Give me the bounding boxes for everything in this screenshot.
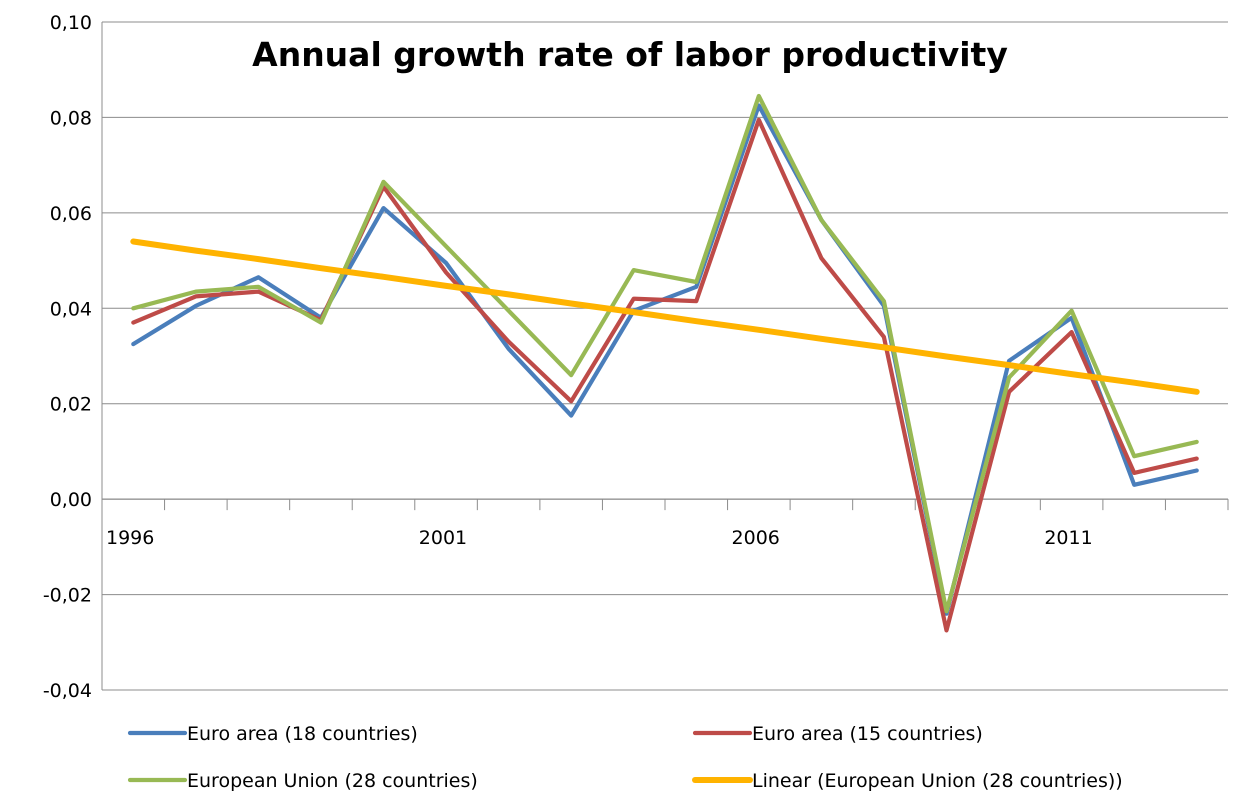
y-tick-label: 0,02	[50, 394, 92, 416]
chart-title: Annual growth rate of labor productivity	[252, 35, 1008, 74]
series-line-linear-european-union-28-countries	[130, 238, 1200, 395]
series-line-euro-area-15-countries	[131, 117, 1199, 633]
legend: Euro area (18 countries) Euro area (15 co…	[127, 723, 1123, 792]
legend-label: European Union (28 countries)	[187, 770, 478, 792]
y-tick-label: -0,04	[43, 680, 92, 702]
x-tick-label: 2001	[419, 527, 467, 549]
y-tick-label: -0,02	[43, 585, 92, 607]
y-tick-label: 0,06	[50, 203, 92, 225]
x-tick-label: 2006	[732, 527, 780, 549]
legend-label: Linear (European Union (28 countries))	[752, 770, 1123, 792]
series-line-european-union-28-countries	[131, 93, 1199, 614]
x-tick-label: 2011	[1044, 527, 1092, 549]
y-tick-label: 0,04	[50, 298, 92, 320]
y-axis-tick-labels: 0,10 0,08 0,06 0,04 0,02 0,00 -0,02 -0,04	[43, 12, 92, 702]
series-lines	[130, 93, 1200, 633]
series-line-euro-area-18-countries	[131, 103, 1199, 616]
grid-lines	[101, 21, 1228, 691]
legend-label: Euro area (18 countries)	[187, 723, 418, 745]
y-tick-label: 0,10	[50, 12, 92, 34]
legend-label: Euro area (15 countries)	[752, 723, 983, 745]
y-tick-label: 0,00	[50, 489, 92, 511]
x-axis: 1996 2001 2006 2011	[101, 498, 1229, 549]
y-tick-label: 0,08	[50, 107, 92, 129]
x-tick-label: 1996	[106, 527, 154, 549]
